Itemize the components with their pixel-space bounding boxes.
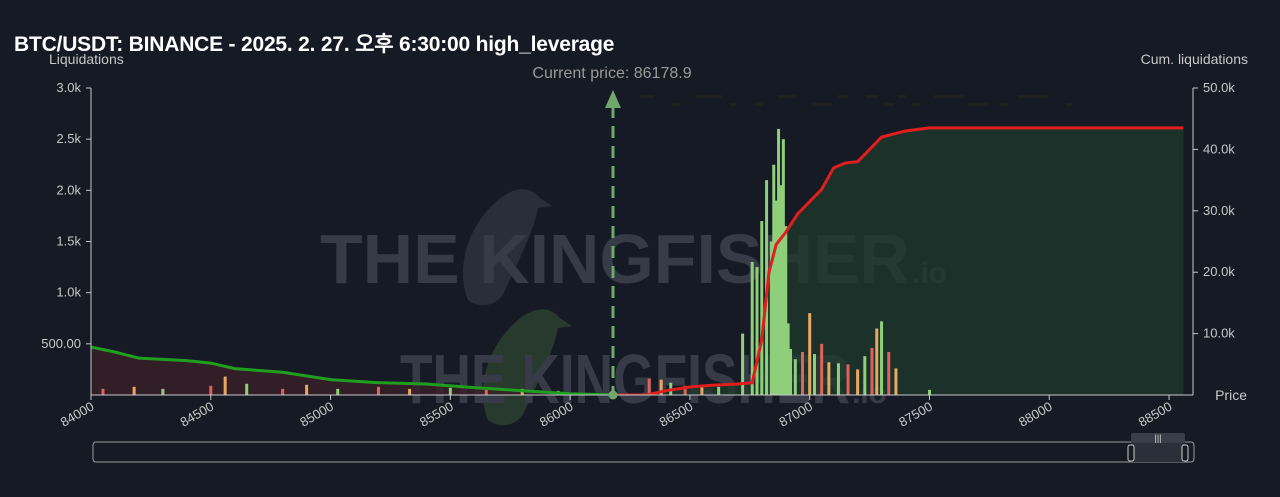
liquidation-bar (760, 221, 764, 395)
y2-tick-label: 10.0k (1203, 326, 1235, 341)
liquidation-bar (683, 385, 687, 395)
liquidation-bar (801, 352, 805, 395)
liquidation-bar (448, 387, 452, 395)
liquidation-bar (101, 388, 105, 395)
liquidation-bar (741, 333, 745, 395)
liquidation-bar (408, 388, 412, 395)
y-ticks-right: 10.0k 20.0k 30.0k 40.0k 50.0k (1193, 80, 1235, 341)
liquidation-bar (894, 368, 898, 395)
x-tick-label: 88500 (1136, 399, 1175, 430)
liquidation-bar (846, 364, 850, 395)
liquidation-bar (827, 362, 831, 395)
range-slider-grip[interactable] (1131, 433, 1185, 443)
short-cumulative-area (618, 127, 1184, 395)
liquidation-bar (484, 389, 488, 395)
range-slider-handle-left[interactable] (1127, 444, 1135, 462)
current-price-marker (604, 90, 621, 400)
liquidation-bar (700, 384, 704, 395)
y2-tick-label: 50.0k (1203, 80, 1235, 95)
y2-axis-label: Cum. liquidations (1141, 51, 1248, 67)
liquidation-bar (789, 348, 793, 395)
liquidation-bar (793, 359, 797, 395)
chart-title: BTC/USDT: BINANCE - 2025. 2. 27. 오후 6:30… (14, 33, 615, 56)
y-ticks-left: 500.00 1.0k 1.5k 2.0k 2.5k 3.0k (41, 80, 91, 351)
legend-marks (640, 95, 1072, 106)
liquidation-bar (161, 388, 165, 395)
kingfisher-logo-icon (462, 189, 572, 426)
y2-tick-label: 40.0k (1203, 141, 1235, 156)
liquidation-bar (336, 388, 340, 395)
cumulative-lines (91, 126, 1184, 395)
x-tick-label: 84500 (177, 399, 216, 430)
liquidation-bar (305, 384, 309, 395)
liquidation-bar (781, 139, 785, 395)
x-tick-label: 87500 (896, 399, 935, 430)
liquidation-bar (717, 386, 721, 395)
x-tick-label: 84000 (58, 399, 97, 430)
liquidation-bar (777, 128, 781, 395)
range-slider-handle-right[interactable] (1181, 444, 1189, 462)
y2-tick-label: 30.0k (1203, 203, 1235, 218)
liquidation-bar (772, 164, 776, 395)
range-slider-selection[interactable] (1131, 442, 1185, 462)
liquidation-bar (659, 379, 663, 395)
arrow-up-icon (604, 90, 621, 108)
long-cumulative-area (91, 347, 619, 395)
y-tick-label: 500.00 (41, 336, 81, 351)
x-axis-label: Price (1215, 387, 1247, 403)
liquidation-bar (875, 328, 879, 395)
liquidation-bar (376, 386, 380, 395)
liquidation-bar (856, 369, 860, 395)
liquidation-bar (812, 354, 816, 395)
range-slider[interactable]: ||| (92, 433, 1195, 463)
cumulative-fills (91, 127, 1184, 395)
y-tick-label: 2.5k (56, 131, 81, 146)
y-tick-label: 3.0k (56, 80, 81, 95)
liquidation-bar (209, 385, 213, 395)
liquidation-bar (927, 389, 931, 395)
liquidation-bar (779, 185, 783, 395)
x-tick-label: 88000 (1016, 399, 1055, 430)
liquidation-bar (870, 347, 874, 395)
liquidation-bar (774, 200, 778, 395)
liquidation-bar (808, 313, 812, 395)
current-price-label: Current price: 86178.9 (532, 65, 691, 82)
liquidation-bar (132, 386, 136, 395)
liquidation-bar (281, 388, 285, 395)
liquidation-bar (880, 321, 884, 395)
liquidation-bar (836, 363, 840, 395)
liquidation-bar (223, 376, 227, 395)
y2-tick-label: 20.0k (1203, 264, 1235, 279)
liquidation-bar (887, 352, 891, 395)
liquidation-bar (647, 378, 651, 395)
liquidation-bar (786, 323, 790, 395)
y-tick-label: 1.5k (56, 234, 81, 249)
y-axis-label: Liquidations (49, 51, 124, 67)
liquidation-bar (245, 383, 249, 395)
liquidation-bar (863, 356, 867, 395)
y-tick-label: 2.0k (56, 182, 81, 197)
liquidation-bar (755, 267, 759, 395)
x-tick-label: 85000 (297, 399, 336, 430)
range-slider-track[interactable] (92, 441, 1195, 463)
liquidation-bar (784, 226, 788, 395)
grip-icon: ||| (1154, 433, 1161, 443)
long-cumulative-line (91, 345, 619, 395)
liquidation-bar (750, 261, 754, 395)
short-cumulative-line (618, 126, 1184, 395)
y-tick-label: 1.0k (56, 285, 81, 300)
liquidation-bar (769, 241, 773, 395)
liquidation-bar (820, 343, 824, 395)
current-price-dot (608, 390, 618, 400)
